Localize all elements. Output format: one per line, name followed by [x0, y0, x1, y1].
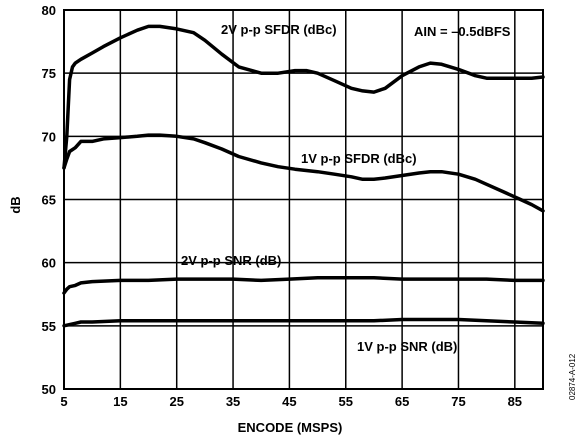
y-axis-label: dB [8, 196, 23, 213]
x-tick-label: 85 [508, 394, 522, 409]
y-tick-label: 80 [42, 3, 56, 18]
x-axis-label: ENCODE (MSPS) [238, 420, 343, 435]
ain-annotation: AIN = –0.5dBFS [414, 24, 511, 39]
series-line-3 [62, 317, 545, 328]
x-tick-label: 45 [282, 394, 296, 409]
figure-id: 02874-A-012 [568, 353, 577, 400]
series-label-1v-sfdr: 1V p-p SFDR (dBc) [301, 151, 417, 166]
plot-frame [63, 9, 544, 390]
x-tick-labels: 5 15 25 35 45 55 65 75 85 [60, 394, 522, 409]
x-tick-label: 35 [226, 394, 240, 409]
y-tick-label: 50 [42, 382, 56, 397]
y-tick-label: 65 [42, 193, 56, 208]
y-tick-labels: 50 55 60 65 70 75 80 [42, 3, 56, 397]
x-tick-label: 25 [169, 394, 183, 409]
x-tick-label: 55 [339, 394, 353, 409]
x-tick-label: 15 [113, 394, 127, 409]
x-tick-label: 65 [395, 394, 409, 409]
x-tick-label: 5 [60, 394, 67, 409]
y-tick-label: 60 [42, 256, 56, 271]
series-line-0 [62, 24, 545, 170]
series-label-2v-snr: 2V p-p SNR (dB) [181, 253, 281, 268]
y-tick-label: 70 [42, 129, 56, 144]
series-label-2v-sfdr: 2V p-p SFDR (dBc) [221, 22, 337, 37]
series-lines [62, 24, 545, 328]
series-line-1 [62, 133, 545, 213]
y-tick-label: 55 [42, 319, 56, 334]
x-tick-label: 75 [451, 394, 465, 409]
series-label-1v-snr: 1V p-p SNR (dB) [357, 339, 457, 354]
grid [63, 9, 543, 390]
series-line-2 [62, 276, 545, 295]
y-tick-label: 75 [42, 66, 56, 81]
